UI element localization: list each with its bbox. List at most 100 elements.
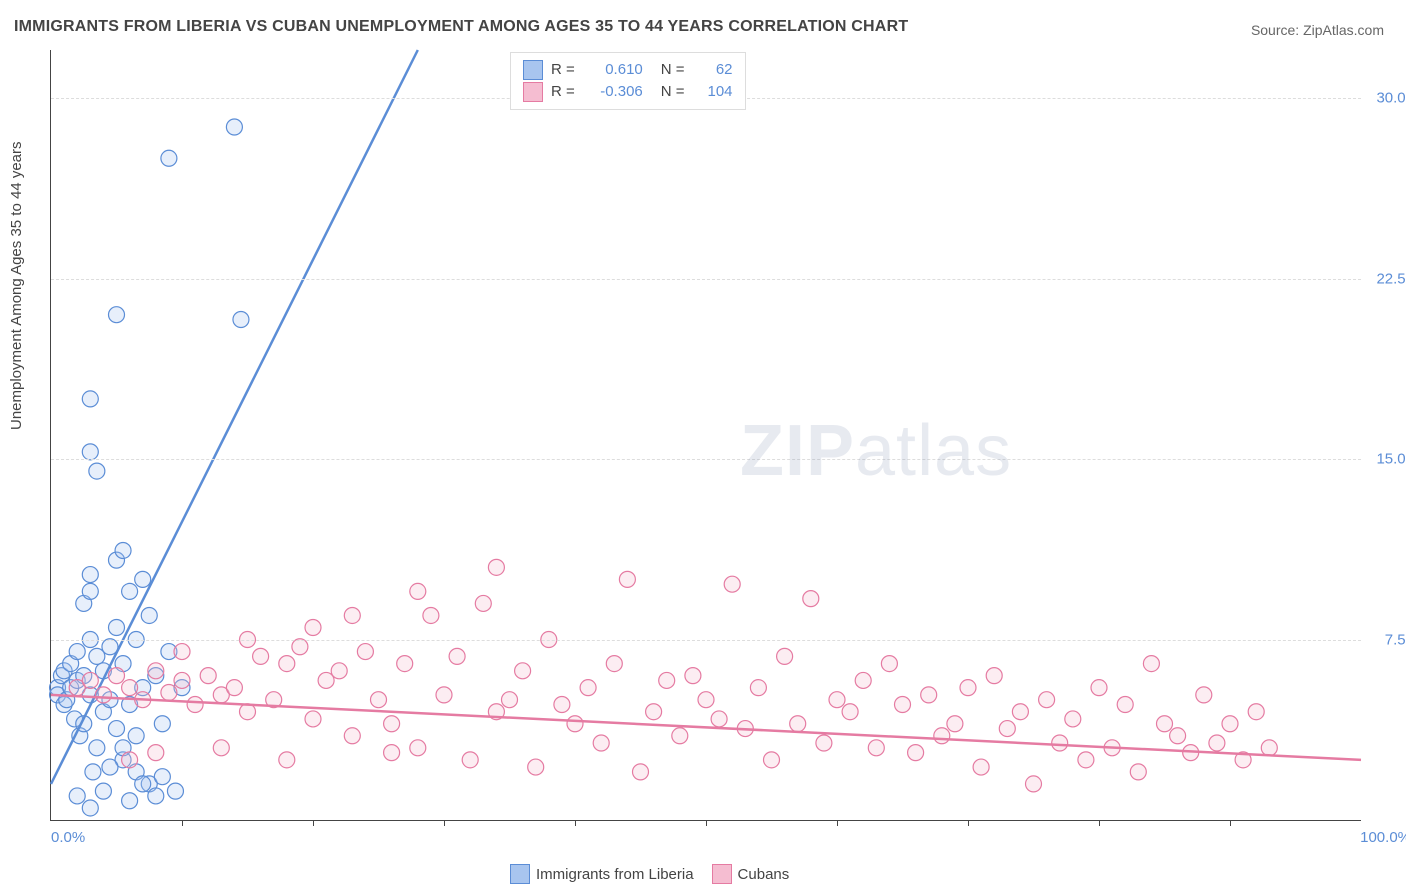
r-value-liberia: 0.610 bbox=[583, 59, 643, 81]
data-point bbox=[187, 697, 203, 713]
gridline bbox=[51, 459, 1361, 460]
x-tick bbox=[1230, 820, 1231, 826]
data-point bbox=[95, 783, 111, 799]
data-point bbox=[973, 759, 989, 775]
r-label: R = bbox=[551, 81, 575, 103]
data-point bbox=[502, 692, 518, 708]
data-point bbox=[633, 764, 649, 780]
legend-row-liberia: R = 0.610 N = 62 bbox=[523, 59, 733, 81]
data-point bbox=[790, 716, 806, 732]
n-label: N = bbox=[661, 81, 685, 103]
x-tick bbox=[968, 820, 969, 826]
data-point bbox=[488, 559, 504, 575]
data-point bbox=[292, 639, 308, 655]
data-point bbox=[89, 463, 105, 479]
data-point bbox=[253, 648, 269, 664]
data-point bbox=[174, 672, 190, 688]
data-point bbox=[410, 583, 426, 599]
data-point bbox=[724, 576, 740, 592]
data-point bbox=[475, 595, 491, 611]
data-point bbox=[986, 668, 1002, 684]
data-point bbox=[135, 776, 151, 792]
n-value-liberia: 62 bbox=[693, 59, 733, 81]
data-point bbox=[580, 680, 596, 696]
data-point bbox=[436, 687, 452, 703]
data-point bbox=[619, 571, 635, 587]
data-point bbox=[1065, 711, 1081, 727]
swatch-liberia-icon bbox=[510, 864, 530, 884]
x-tick bbox=[837, 820, 838, 826]
r-label: R = bbox=[551, 59, 575, 81]
data-point bbox=[344, 728, 360, 744]
data-point bbox=[646, 704, 662, 720]
data-point bbox=[1117, 697, 1133, 713]
data-point bbox=[908, 745, 924, 761]
data-point bbox=[344, 607, 360, 623]
y-tick-label: 15.0% bbox=[1376, 451, 1406, 468]
x-tick bbox=[182, 820, 183, 826]
legend-item-liberia: Immigrants from Liberia bbox=[510, 864, 694, 884]
data-point bbox=[593, 735, 609, 751]
data-point bbox=[397, 656, 413, 672]
data-point bbox=[554, 697, 570, 713]
data-point bbox=[109, 721, 125, 737]
data-point bbox=[921, 687, 937, 703]
data-point bbox=[115, 543, 131, 559]
data-point bbox=[567, 716, 583, 732]
data-point bbox=[89, 740, 105, 756]
data-point bbox=[672, 728, 688, 744]
x-min-label: 0.0% bbox=[51, 829, 85, 846]
series-legend: Immigrants from Liberia Cubans bbox=[510, 864, 789, 884]
data-point bbox=[161, 684, 177, 700]
data-point bbox=[659, 672, 675, 688]
data-point bbox=[868, 740, 884, 756]
data-point bbox=[384, 716, 400, 732]
data-point bbox=[82, 583, 98, 599]
data-point bbox=[881, 656, 897, 672]
y-tick-label: 30.0% bbox=[1376, 90, 1406, 107]
series-name-liberia: Immigrants from Liberia bbox=[536, 866, 694, 883]
x-tick bbox=[313, 820, 314, 826]
gridline bbox=[51, 640, 1361, 641]
data-point bbox=[462, 752, 478, 768]
swatch-liberia bbox=[523, 60, 543, 80]
data-point bbox=[685, 668, 701, 684]
data-point bbox=[109, 307, 125, 323]
data-point bbox=[154, 716, 170, 732]
data-point bbox=[960, 680, 976, 696]
data-point bbox=[777, 648, 793, 664]
data-point bbox=[148, 663, 164, 679]
data-point bbox=[855, 672, 871, 688]
data-point bbox=[82, 800, 98, 816]
data-point bbox=[148, 788, 164, 804]
data-point bbox=[1248, 704, 1264, 720]
data-point bbox=[1091, 680, 1107, 696]
plot-area: 7.5%15.0%22.5%30.0%0.0%100.0% bbox=[50, 50, 1361, 821]
x-tick bbox=[706, 820, 707, 826]
data-point bbox=[122, 793, 138, 809]
data-point bbox=[1209, 735, 1225, 751]
data-point bbox=[528, 759, 544, 775]
data-point bbox=[384, 745, 400, 761]
swatch-cubans bbox=[523, 82, 543, 102]
data-point bbox=[128, 728, 144, 744]
data-point bbox=[750, 680, 766, 696]
data-point bbox=[515, 663, 531, 679]
data-point bbox=[934, 728, 950, 744]
x-tick bbox=[1099, 820, 1100, 826]
legend-item-cubans: Cubans bbox=[712, 864, 790, 884]
data-point bbox=[1261, 740, 1277, 756]
data-point bbox=[82, 672, 98, 688]
data-point bbox=[1222, 716, 1238, 732]
data-point bbox=[122, 752, 138, 768]
data-point bbox=[279, 752, 295, 768]
data-point bbox=[829, 692, 845, 708]
regression-line bbox=[51, 50, 418, 784]
data-point bbox=[200, 668, 216, 684]
legend-row-cubans: R = -0.306 N = 104 bbox=[523, 81, 733, 103]
data-point bbox=[102, 759, 118, 775]
data-point bbox=[711, 711, 727, 727]
data-point bbox=[1012, 704, 1028, 720]
data-point bbox=[410, 740, 426, 756]
data-point bbox=[606, 656, 622, 672]
